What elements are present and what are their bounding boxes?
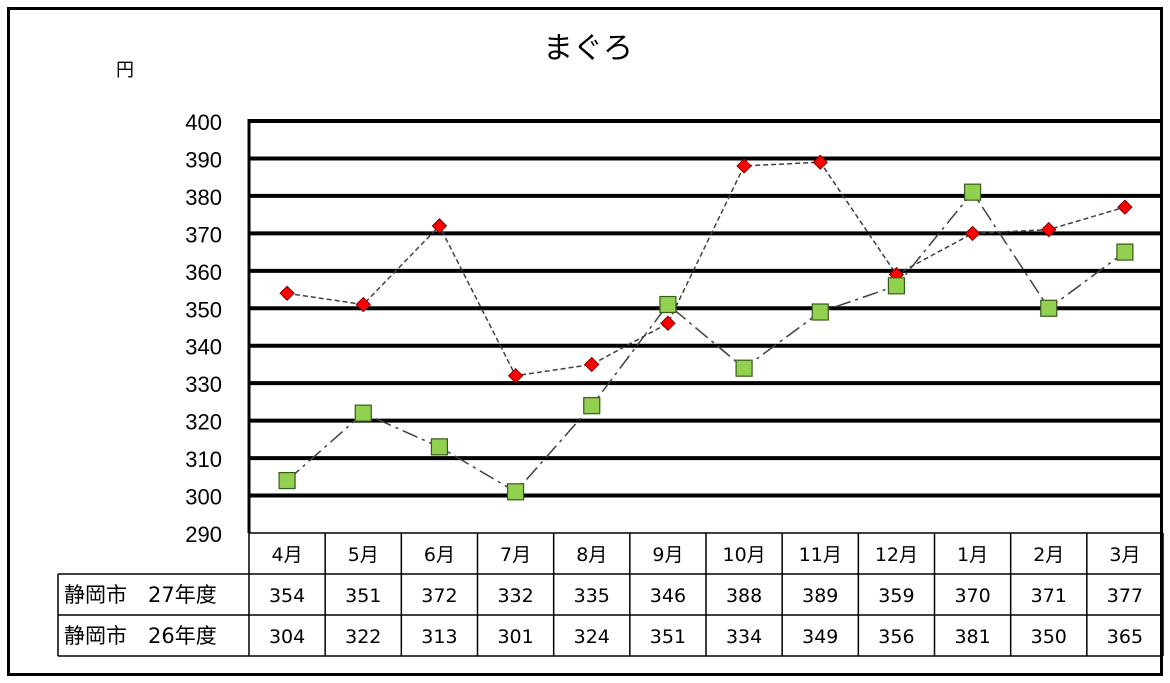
data-point-marker — [583, 397, 601, 415]
y-axis-unit-label: 円 — [116, 60, 134, 81]
data-cell: 322 — [345, 626, 381, 648]
data-point-marker — [1040, 299, 1058, 317]
data-cell: 388 — [726, 585, 762, 607]
data-cell: 351 — [345, 585, 381, 607]
category-label: 8月 — [576, 544, 607, 566]
series-line-2 — [286, 190, 1126, 493]
data-point-marker — [584, 356, 600, 373]
data-cell: 381 — [954, 626, 990, 648]
data-point-marker — [1117, 199, 1133, 215]
data-point-marker — [431, 218, 448, 234]
data-point-marker — [1116, 243, 1134, 261]
data-point-marker — [355, 296, 371, 313]
data-cell: 377 — [1107, 585, 1143, 607]
data-cell: 372 — [421, 585, 457, 607]
category-label: 2月 — [1033, 544, 1064, 566]
category-label: 10月 — [722, 544, 765, 566]
data-cell: 365 — [1107, 626, 1143, 648]
data-cell: 351 — [650, 626, 686, 648]
y-tick-label-310: 310 — [185, 447, 222, 472]
series-markers — [278, 154, 1134, 501]
data-cell: 354 — [269, 585, 305, 607]
series-line-1 — [286, 161, 1126, 377]
data-point-marker — [278, 471, 296, 490]
category-label: 5月 — [348, 544, 379, 566]
data-point-marker — [279, 285, 295, 301]
category-label: 11月 — [799, 544, 842, 566]
y-tick-label-330: 330 — [185, 372, 222, 397]
data-point-marker — [659, 295, 677, 314]
data-point-marker — [660, 315, 676, 331]
category-label: 1月 — [957, 544, 988, 566]
category-label: 12月 — [875, 544, 918, 566]
data-cell: 356 — [878, 626, 914, 648]
y-tick-label-360: 360 — [185, 260, 222, 285]
data-cell: 324 — [574, 626, 610, 648]
data-cell: 334 — [726, 626, 762, 648]
data-cell: 349 — [802, 626, 838, 648]
data-cell: 370 — [954, 585, 990, 607]
data-point-marker — [735, 359, 753, 377]
data-cell: 332 — [497, 585, 533, 607]
data-point-marker — [811, 303, 829, 321]
data-cell: 335 — [574, 585, 610, 607]
series-label: 静岡市 27年度 — [64, 583, 217, 607]
chart-title: まぐろ — [543, 31, 633, 66]
y-tick-label-290: 290 — [185, 522, 222, 547]
data-point-marker — [1041, 221, 1057, 238]
data-point-marker — [506, 483, 525, 501]
data-cell: 313 — [421, 626, 457, 648]
category-label: 3月 — [1109, 544, 1140, 566]
data-cell: 359 — [878, 585, 914, 607]
category-label: 7月 — [500, 544, 531, 566]
data-point-marker — [812, 154, 828, 170]
data-point-marker — [964, 225, 981, 242]
category-label: 6月 — [424, 544, 455, 566]
data-cell: 304 — [269, 626, 305, 648]
y-tick-label-400: 400 — [185, 110, 222, 135]
data-point-marker — [507, 367, 524, 384]
y-tick-label-370: 370 — [185, 222, 222, 247]
data-cell: 346 — [650, 585, 686, 607]
data-cell: 371 — [1031, 585, 1067, 607]
grid-lines — [247, 119, 1163, 533]
category-label: 4月 — [272, 544, 303, 566]
data-cell: 389 — [802, 585, 838, 607]
y-tick-label-380: 380 — [185, 185, 222, 210]
y-tick-label-390: 390 — [185, 147, 222, 172]
chart-frame — [7, 7, 1163, 676]
y-tick-label-300: 300 — [185, 485, 222, 510]
category-label: 9月 — [652, 544, 683, 566]
data-point-marker — [887, 277, 906, 295]
y-tick-label-350: 350 — [185, 297, 222, 322]
series-lines — [286, 161, 1126, 493]
data-point-marker — [963, 183, 982, 201]
y-tick-label-320: 320 — [185, 410, 222, 435]
data-cell: 350 — [1031, 626, 1067, 648]
data-point-marker — [430, 438, 449, 456]
y-axis-ticks: 290 300 310 320 330 340 350 360 370 380 390 400 — [185, 110, 222, 547]
data-point-marker — [354, 404, 372, 422]
series-label: 静岡市 26年度 — [64, 624, 217, 648]
y-tick-label-340: 340 — [185, 335, 222, 360]
data-point-marker — [736, 158, 752, 174]
data-cell: 301 — [497, 626, 533, 648]
